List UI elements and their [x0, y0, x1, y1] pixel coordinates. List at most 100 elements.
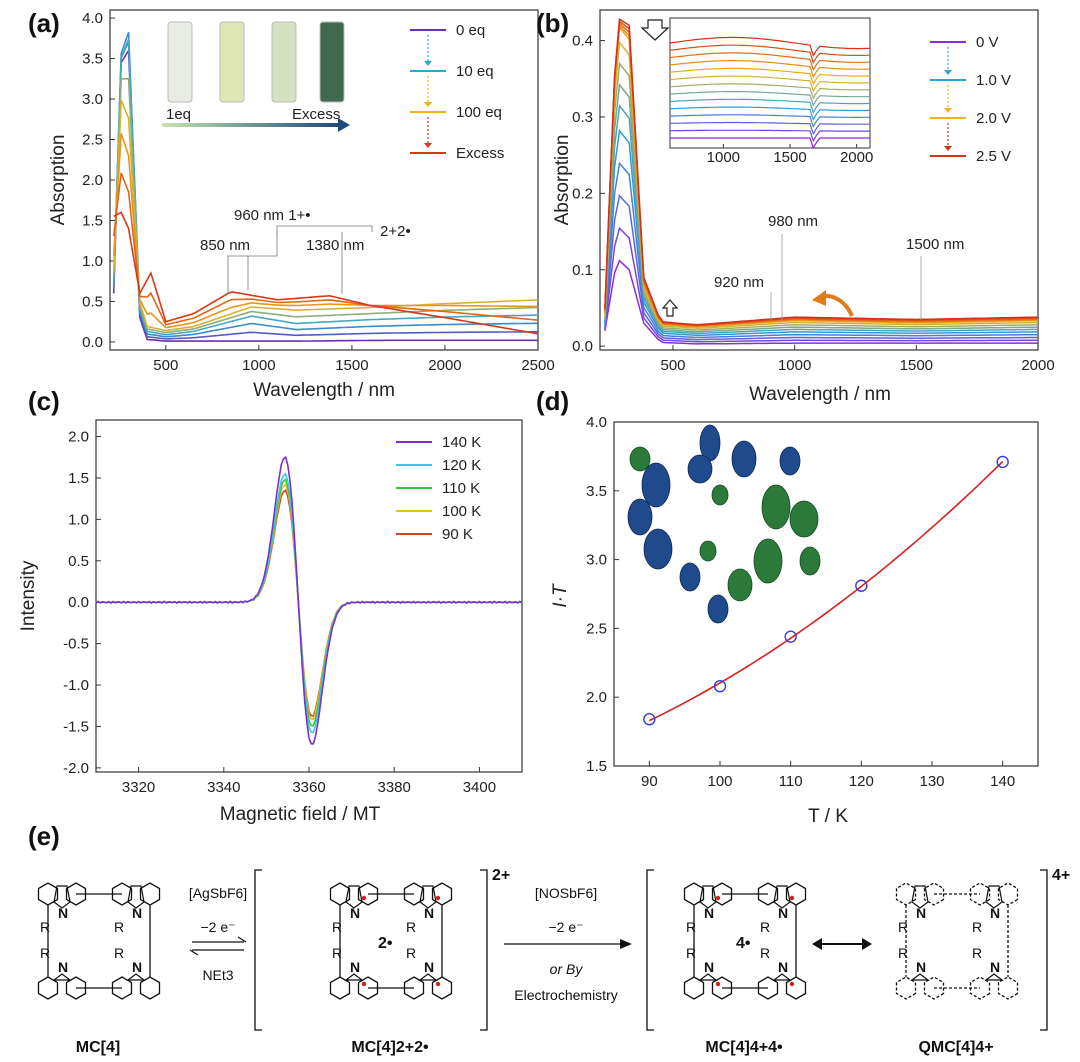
panel-c-label: (c): [28, 386, 60, 416]
pyrrole-ring: [127, 885, 145, 909]
y-tick-label: 1.5: [82, 212, 103, 229]
panel-d-x-ticks: 90 100 110 120 130 140: [641, 761, 1015, 790]
legend-label: 10 eq: [456, 63, 494, 80]
absorption-curve: [604, 161, 1038, 339]
inset-curve: [669, 121, 870, 136]
vial-label-1eq: 1eq: [166, 106, 191, 123]
anno-1500nm: 1500 nm: [906, 236, 964, 253]
inset-curve: [669, 75, 871, 93]
pyrrole-ring: [345, 885, 363, 909]
benzene-ring: [785, 976, 807, 1000]
y-tick-label: 0.5: [82, 293, 103, 310]
legend-label: 0 V: [976, 34, 999, 51]
pyrrole-ring: [910, 973, 930, 981]
legend-label: 1.0 V: [976, 72, 1011, 89]
epr-curve: [95, 489, 523, 717]
panel-b: (b) 500 1000 1500 2000 0.0 0.1 0.2 0.3 0.4 Wave…: [536, 8, 1055, 405]
pyrrole-ring: [52, 973, 72, 981]
benzene-ring: [711, 976, 733, 1000]
x-tick-label: 140: [990, 773, 1015, 790]
radical-dot: [715, 981, 721, 987]
panel-a-y-ticks: 0.0 0.5 1.0 1.5 2.0 2.5 3.0 3.5 4.0: [82, 10, 115, 351]
y-tick-label: -1.0: [63, 677, 89, 694]
legend-label: 120 K: [442, 457, 481, 474]
nitrogen-atom: N: [704, 905, 714, 921]
panel-c: (c) 3320 3340 3360 3380 3400 -2.0 -1.5 -1.0 -0.…: [18, 386, 523, 825]
panel-b-xlabel: Wavelength / nm: [749, 384, 891, 405]
anno-bracket-3: [276, 225, 373, 234]
x-tick-label: 90: [641, 773, 658, 790]
x-tick-label: 1000: [778, 357, 811, 374]
benzene-ring: [403, 976, 425, 1000]
inset-tick-label: 1500: [773, 149, 806, 166]
y-tick-label: 0.0: [572, 338, 593, 355]
nitrogen-atom: N: [990, 905, 1000, 921]
benzene-ring: [139, 976, 161, 1000]
r-group: R: [898, 919, 908, 935]
r-group: R: [332, 945, 342, 961]
inset-curve: [669, 106, 870, 121]
inset-curve: [670, 129, 870, 143]
benzene-ring: [357, 976, 379, 1000]
panel-b-ylabel: Absorption: [552, 135, 573, 226]
panel-b-x-ticks: 500 1000 1500 2000: [660, 345, 1055, 374]
benzene-ring: [757, 882, 779, 906]
nitrogen-atom: N: [704, 959, 714, 975]
panel-d-ylabel: I·T: [550, 583, 571, 608]
anno-920nm: 920 nm: [714, 274, 764, 291]
legend-label: 2.5 V: [976, 148, 1011, 165]
anno-960nm: 960 nm 1+•: [234, 207, 311, 224]
benzene-ring: [403, 882, 425, 906]
arrow1-reagent: [AgSbF6]: [189, 885, 247, 901]
y-tick-label: 0.3: [572, 109, 593, 126]
arrow2-electrons: −2 e⁻: [548, 919, 583, 935]
anno-2plus2: 2+2•: [380, 223, 411, 240]
inset-tick-label: 2000: [840, 149, 873, 166]
nitrogen-atom: N: [778, 905, 788, 921]
curved-arrow-head: [812, 290, 826, 306]
panel-b-series: [604, 17, 1039, 345]
nitrogen-atom: N: [916, 905, 926, 921]
vial-label-excess: Excess: [292, 106, 340, 123]
benzene-ring: [969, 882, 991, 906]
pyrrole-ring: [698, 973, 718, 981]
pyrrole-ring: [773, 885, 791, 909]
y-tick-label: 0.4: [572, 33, 593, 50]
bracket-right-1: [480, 869, 488, 1031]
vial-2: [219, 21, 245, 103]
benzene-ring: [969, 976, 991, 1000]
r-group: R: [332, 919, 342, 935]
nitrogen-atom: N: [350, 905, 360, 921]
data-point: [784, 630, 797, 643]
r-group: R: [972, 919, 982, 935]
pyrrole-ring: [344, 973, 364, 981]
inset-curve: [669, 36, 871, 57]
pyrrole-ring: [984, 973, 1004, 981]
vial-4: [319, 21, 345, 103]
inset-curve: [669, 114, 870, 129]
x-tick-label: 3400: [463, 779, 496, 796]
absorption-curve: [604, 128, 1039, 337]
absorption-curve: [604, 259, 1038, 345]
inset-tick-label: 1000: [707, 149, 740, 166]
y-tick-label: 3.0: [82, 91, 103, 108]
nitrogen-atom: N: [350, 959, 360, 975]
compound-mc4-4plus: MC[4]4+4•: [705, 1039, 783, 1056]
bracket-right-2: [1040, 869, 1048, 1031]
bracket-left-2: [646, 869, 654, 1031]
benzene-ring: [65, 882, 87, 906]
charge-4plus: 4+: [1052, 867, 1070, 884]
nitrogen-atom: N: [990, 959, 1000, 975]
y-tick-label: 2.0: [82, 172, 103, 189]
r-group: R: [898, 945, 908, 961]
spin-lobes-green: [629, 446, 821, 602]
up-arrow-icon: [661, 299, 679, 317]
inset-x-ticks: 1000 1500 2000: [707, 144, 873, 166]
legend-label: 140 K: [442, 434, 481, 451]
absorption-curve: [113, 211, 539, 335]
r-group: R: [972, 945, 982, 961]
panel-b-label: (b): [536, 8, 569, 38]
benzene-ring: [111, 882, 133, 906]
x-tick-label: 130: [919, 773, 944, 790]
